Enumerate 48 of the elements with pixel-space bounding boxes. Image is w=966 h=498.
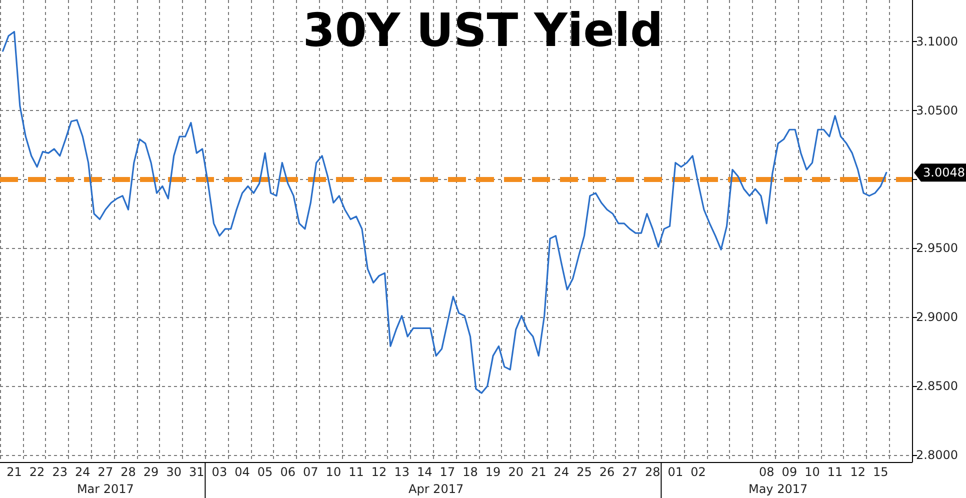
x-tick-label: 30 bbox=[166, 465, 182, 479]
x-tick-label: 21 bbox=[531, 465, 546, 479]
x-tick-label: 03 bbox=[212, 465, 228, 479]
x-tick-label: 17 bbox=[440, 465, 456, 479]
x-tick-label: 28 bbox=[120, 465, 136, 479]
x-tick-label: 24 bbox=[554, 465, 570, 479]
text: Mar 2017 bbox=[76, 482, 134, 496]
x-tick-label: 27 bbox=[98, 465, 114, 479]
text: May 2017 bbox=[748, 482, 808, 496]
y-tick-label: 2.8500 bbox=[916, 379, 958, 394]
x-tick-label: 27 bbox=[622, 465, 638, 479]
x-tick-label: 20 bbox=[508, 465, 524, 479]
x-tick-label: 11 bbox=[827, 465, 843, 479]
x-tick-label: 06 bbox=[280, 465, 296, 479]
x-tick-label: 12 bbox=[371, 465, 387, 479]
x-tick-label: 05 bbox=[257, 465, 273, 479]
x-tick-label: 15 bbox=[873, 465, 888, 479]
y-tick-label: 3.0500 bbox=[916, 103, 958, 118]
x-tick-label: 21 bbox=[6, 465, 22, 479]
chart-title: 30Y UST Yield bbox=[302, 3, 664, 57]
x-tick-label: 10 bbox=[804, 465, 820, 479]
x-tick-label: 25 bbox=[576, 465, 592, 479]
x-tick-label: 18 bbox=[462, 465, 478, 479]
x-tick-label: 12 bbox=[850, 465, 866, 479]
x-tick-label: 26 bbox=[599, 465, 615, 479]
x-tick-label: 04 bbox=[234, 465, 250, 479]
x-tick-label: 11 bbox=[348, 465, 364, 479]
text: 3.0048 bbox=[923, 166, 965, 180]
x-tick-label: 08 bbox=[759, 465, 774, 479]
y-tick-label: 3.1000 bbox=[916, 34, 958, 48]
x-tick-label: 13 bbox=[394, 465, 410, 479]
y-tick-label: 2.9500 bbox=[916, 241, 958, 256]
x-tick-label: 01 bbox=[668, 465, 684, 479]
x-tick-label: 28 bbox=[645, 465, 660, 479]
x-tick-label: 29 bbox=[143, 465, 159, 479]
x-tick-label: 07 bbox=[303, 465, 318, 479]
x-tick-label: 22 bbox=[29, 465, 45, 479]
y-tick-label: 2.8000 bbox=[916, 448, 958, 462]
x-tick-label: 14 bbox=[417, 465, 432, 479]
x-tick-label: 10 bbox=[326, 465, 342, 479]
y-tick-label: 2.9000 bbox=[916, 310, 958, 324]
x-tick-label: 23 bbox=[52, 465, 68, 479]
x-tick-label: 24 bbox=[75, 465, 90, 479]
x-tick-label: 19 bbox=[485, 465, 501, 479]
x-tick-label: 09 bbox=[782, 465, 798, 479]
x-tick-label: 31 bbox=[189, 465, 204, 479]
text: Apr 2017 bbox=[408, 482, 464, 496]
x-tick-label: 02 bbox=[690, 465, 706, 479]
